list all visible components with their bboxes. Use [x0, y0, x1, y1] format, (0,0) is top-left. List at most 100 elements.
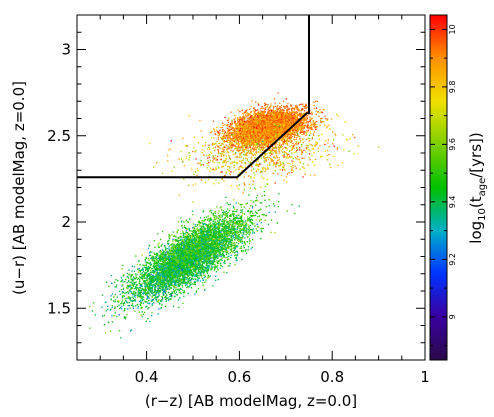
scatter-point-s0 — [227, 240, 229, 242]
scatter-point-s0 — [171, 262, 174, 265]
scatter-point-s0 — [149, 280, 151, 283]
scatter-point-s0 — [193, 268, 195, 270]
scatter-point-s0 — [121, 280, 123, 282]
scatter-point-s0 — [172, 231, 174, 233]
scatter-point-s0 — [233, 219, 236, 221]
scatter-point-s0 — [141, 297, 143, 299]
scatter-point-s0 — [151, 280, 153, 282]
scatter-point-s0 — [170, 283, 172, 286]
scatter-point-s0 — [211, 236, 213, 238]
scatter-point-s0 — [137, 293, 139, 295]
scatter-point-s0 — [128, 296, 130, 298]
scatter-point-s0 — [152, 299, 154, 301]
scatter-point-s0 — [206, 230, 208, 232]
scatter-point-s0 — [226, 202, 228, 204]
scatter-point-s0 — [190, 249, 192, 251]
scatter-point-s0 — [140, 314, 142, 316]
scatter-point-s0 — [127, 276, 129, 279]
scatter-point-s0 — [176, 262, 178, 264]
scatter-point-s0 — [174, 276, 176, 279]
scatter-point-s0 — [189, 279, 192, 281]
scatter-point-s0 — [169, 298, 171, 300]
scatter-point-s0 — [226, 227, 228, 229]
scatter-point-s0 — [201, 257, 203, 259]
scatter-point-s0 — [179, 249, 181, 252]
scatter-point-s0 — [196, 234, 198, 236]
scatter-point-s0 — [235, 214, 237, 217]
scatter-point-s0 — [205, 232, 208, 234]
scatter-point-s0 — [122, 296, 124, 299]
scatter-point-s0 — [215, 215, 217, 217]
scatter-point-s0 — [180, 246, 182, 248]
scatter-point-s0 — [250, 228, 252, 231]
scatter-point-s0 — [196, 255, 199, 258]
scatter-point-s0 — [182, 241, 184, 243]
scatter-point-s0 — [221, 216, 223, 218]
scatter-point-s0 — [252, 238, 254, 241]
scatter-point-s0 — [205, 256, 208, 259]
scatter-point-s0 — [196, 274, 198, 276]
scatter-point-s0 — [187, 262, 189, 264]
scatter-point-s0 — [204, 267, 206, 270]
scatter-point-s0 — [150, 269, 152, 271]
scatter-point-s0 — [189, 276, 191, 279]
scatter-point-s0 — [216, 262, 218, 264]
scatter-point-s0 — [180, 243, 182, 245]
scatter-point-s0 — [188, 259, 190, 262]
scatter-point-s0 — [229, 238, 231, 240]
scatter-point-s0 — [243, 223, 245, 225]
scatter-point-s0 — [228, 247, 230, 249]
scatter-point-s0 — [235, 230, 237, 232]
scatter-point-s0 — [200, 270, 202, 273]
scatter-point-s0 — [192, 259, 195, 261]
scatter-point-s0 — [278, 193, 280, 195]
scatter-point-s0 — [165, 273, 167, 275]
scatter-point-s0 — [200, 262, 202, 264]
scatter-point-s0 — [187, 244, 189, 246]
scatter-point-s0 — [199, 236, 201, 238]
scatter-point-s0 — [202, 266, 204, 268]
scatter-point-s0 — [224, 227, 226, 229]
scatter-point-s0 — [159, 287, 161, 289]
scatter-point-s0 — [183, 274, 186, 276]
scatter-point-s0 — [146, 269, 149, 271]
scatter-point-s0 — [190, 268, 192, 270]
scatter-point-s0 — [215, 249, 217, 251]
scatter-point-s0 — [233, 247, 236, 250]
scatter-point-s0 — [193, 270, 195, 272]
scatter-point-s0 — [242, 250, 244, 252]
scatter-point-s0 — [151, 256, 154, 258]
scatter-point-s0 — [126, 276, 128, 278]
scatter-point-s0 — [180, 292, 182, 295]
scatter-point-s0 — [142, 269, 144, 271]
scatter-point-s0 — [187, 257, 189, 260]
scatter-point-s0 — [172, 288, 175, 290]
scatter-point-s0 — [209, 228, 211, 230]
scatter-point-s0 — [203, 266, 206, 269]
scatter-point-s0 — [219, 259, 221, 261]
scatter-point-s0 — [210, 234, 213, 236]
scatter-point-s0 — [240, 247, 243, 249]
scatter-point-s0 — [230, 230, 232, 232]
scatter-point-s0 — [194, 231, 196, 233]
scatter-point-s0 — [217, 269, 219, 271]
scatter-point-s0 — [250, 222, 252, 224]
scatter-point-s0 — [206, 244, 209, 246]
scatter-point-s0 — [191, 260, 193, 262]
scatter-point-s0 — [247, 236, 249, 238]
scatter-point-s0 — [241, 238, 243, 240]
scatter-point-s0 — [161, 279, 163, 281]
scatter-point-s0 — [171, 273, 173, 275]
scatter-point-s0 — [201, 271, 203, 273]
scatter-point-s0 — [200, 230, 202, 232]
scatter-point-s0 — [206, 261, 208, 263]
scatter-point-s0 — [206, 238, 209, 240]
scatter-point-s0 — [172, 256, 174, 258]
scatter-point-s0 — [245, 227, 247, 229]
scatter-point-s0 — [181, 252, 184, 254]
scatter-point-s0 — [223, 261, 225, 264]
scatter-point-s0 — [210, 218, 212, 220]
scatter-point-s0 — [190, 264, 193, 267]
scatter-point-s0 — [179, 279, 181, 281]
scatter-point-s0 — [181, 284, 183, 286]
